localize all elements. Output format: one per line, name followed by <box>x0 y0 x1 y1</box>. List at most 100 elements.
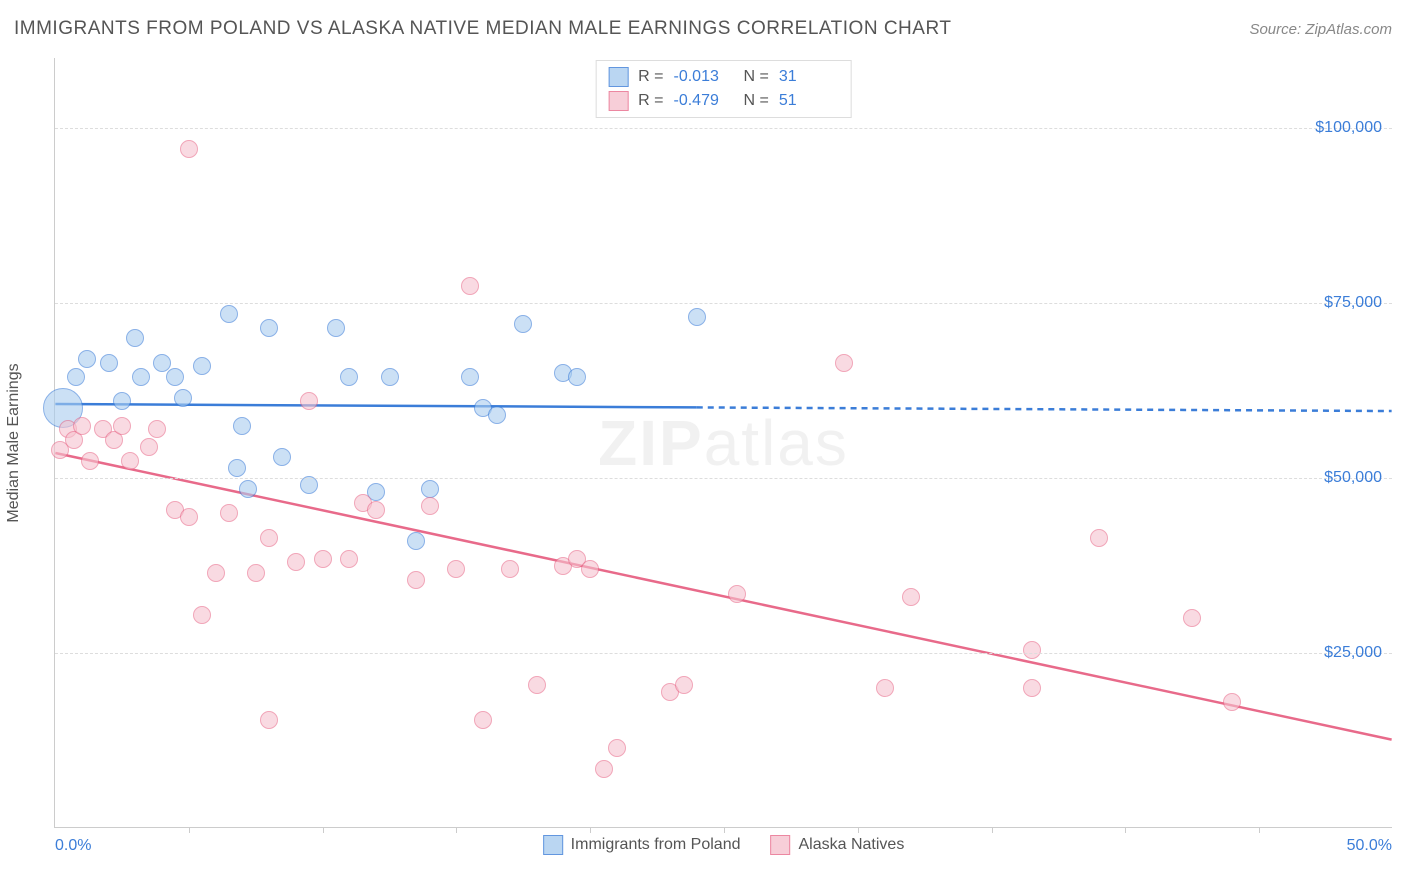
legend-R-label: R = <box>638 68 663 86</box>
data-point-poland <box>166 368 184 386</box>
data-point-poland <box>407 532 425 550</box>
legend-swatch-alaska <box>608 91 628 111</box>
legend-series-label: Alaska Natives <box>799 836 905 854</box>
trend-lines <box>55 58 1392 827</box>
legend-R-value: -0.013 <box>674 68 734 86</box>
x-tick <box>1259 827 1260 833</box>
data-point-alaska <box>1223 693 1241 711</box>
data-point-poland <box>688 308 706 326</box>
data-point-alaska <box>121 452 139 470</box>
data-point-alaska <box>608 739 626 757</box>
x-tick-label: 0.0% <box>55 837 91 855</box>
data-point-alaska <box>340 550 358 568</box>
data-point-alaska <box>1183 609 1201 627</box>
y-tick-label: $75,000 <box>1324 294 1382 312</box>
data-point-poland <box>174 389 192 407</box>
data-point-alaska <box>1023 679 1041 697</box>
data-point-alaska <box>220 504 238 522</box>
data-point-poland <box>461 368 479 386</box>
gridline <box>55 303 1392 304</box>
legend-stat-row-poland: R = -0.013 N = 31 <box>608 65 839 89</box>
gridline <box>55 128 1392 129</box>
data-point-poland <box>568 368 586 386</box>
y-tick-label: $100,000 <box>1315 119 1382 137</box>
data-point-poland <box>126 329 144 347</box>
data-point-alaska <box>595 760 613 778</box>
data-point-alaska <box>581 560 599 578</box>
data-point-poland <box>78 350 96 368</box>
data-point-alaska <box>148 420 166 438</box>
legend-swatch-poland <box>608 67 628 87</box>
data-point-alaska <box>73 417 91 435</box>
x-tick <box>858 827 859 833</box>
data-point-alaska <box>876 679 894 697</box>
data-point-alaska <box>728 585 746 603</box>
legend-R-label: R = <box>638 92 663 110</box>
y-tick-label: $25,000 <box>1324 644 1382 662</box>
data-point-alaska <box>300 392 318 410</box>
x-tick <box>456 827 457 833</box>
x-tick <box>724 827 725 833</box>
legend-N-label: N = <box>744 68 769 86</box>
data-point-alaska <box>367 501 385 519</box>
data-point-alaska <box>260 711 278 729</box>
legend-stats-box: R = -0.013 N = 31 R = -0.479 N = 51 <box>595 60 852 118</box>
data-point-alaska <box>113 417 131 435</box>
legend-series-label: Immigrants from Poland <box>571 836 741 854</box>
gridline <box>55 478 1392 479</box>
data-point-poland <box>327 319 345 337</box>
x-tick <box>323 827 324 833</box>
x-tick <box>1125 827 1126 833</box>
data-point-alaska <box>501 560 519 578</box>
chart-container: Median Male Earnings ZIPatlas $25,000$50… <box>54 58 1392 828</box>
data-point-alaska <box>902 588 920 606</box>
data-point-poland <box>514 315 532 333</box>
data-point-alaska <box>1023 641 1041 659</box>
data-point-alaska <box>287 553 305 571</box>
legend-stat-row-alaska: R = -0.479 N = 51 <box>608 89 839 113</box>
data-point-poland <box>239 480 257 498</box>
data-point-alaska <box>461 277 479 295</box>
data-point-poland <box>228 459 246 477</box>
plot-area: ZIPatlas $25,000$50,000$75,000$100,0000.… <box>54 58 1392 828</box>
legend-R-value: -0.479 <box>674 92 734 110</box>
data-point-alaska <box>528 676 546 694</box>
data-point-alaska <box>835 354 853 372</box>
data-point-poland <box>340 368 358 386</box>
trendline-poland <box>55 404 696 407</box>
x-tick <box>590 827 591 833</box>
data-point-poland <box>113 392 131 410</box>
data-point-poland <box>193 357 211 375</box>
data-point-alaska <box>421 497 439 515</box>
data-point-poland <box>273 448 291 466</box>
data-point-alaska <box>180 140 198 158</box>
data-point-alaska <box>447 560 465 578</box>
legend-series: Immigrants from Poland Alaska Natives <box>543 835 905 855</box>
data-point-alaska <box>675 676 693 694</box>
x-tick <box>992 827 993 833</box>
data-point-alaska <box>207 564 225 582</box>
legend-swatch-alaska <box>771 835 791 855</box>
source-label: Source: ZipAtlas.com <box>1249 21 1392 38</box>
data-point-alaska <box>81 452 99 470</box>
gridline <box>55 653 1392 654</box>
trendline-poland-extrapolated <box>697 407 1392 411</box>
legend-N-label: N = <box>744 92 769 110</box>
data-point-poland <box>233 417 251 435</box>
data-point-poland <box>67 368 85 386</box>
data-point-poland <box>132 368 150 386</box>
legend-N-value: 31 <box>779 68 839 86</box>
legend-swatch-poland <box>543 835 563 855</box>
data-point-alaska <box>140 438 158 456</box>
data-point-alaska <box>180 508 198 526</box>
legend-series-poland: Immigrants from Poland <box>543 835 741 855</box>
data-point-poland <box>153 354 171 372</box>
data-point-alaska <box>314 550 332 568</box>
y-tick-label: $50,000 <box>1324 469 1382 487</box>
data-point-poland <box>488 406 506 424</box>
data-point-alaska <box>193 606 211 624</box>
legend-series-alaska: Alaska Natives <box>771 835 905 855</box>
data-point-alaska <box>247 564 265 582</box>
data-point-poland <box>421 480 439 498</box>
legend-N-value: 51 <box>779 92 839 110</box>
